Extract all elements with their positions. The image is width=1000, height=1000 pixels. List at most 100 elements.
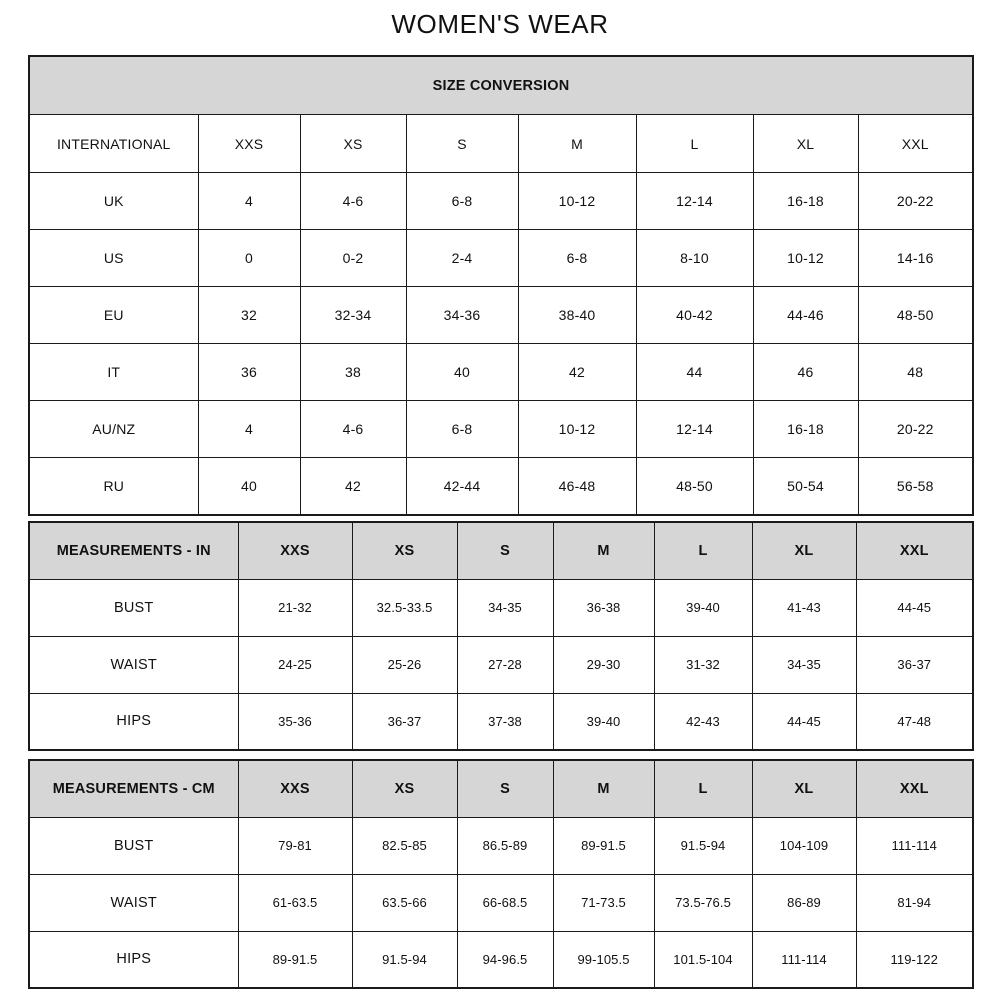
row-label-waist-cm: WAIST [28,873,239,932]
page-title: WOMEN'S WEAR [391,9,609,39]
cell-us-xxl: 14-16 [857,229,974,287]
cell-us-m: 6-8 [517,229,637,287]
measurements-in-header-label: MEASUREMENTS - IN [28,521,239,580]
measurements-in-header-xs: XS [351,521,458,580]
table-row: IT 36 38 40 42 44 46 48 [28,343,974,401]
cell-waist-cm-s: 66-68.5 [456,873,554,932]
cell-hips-cm-xxs: 89-91.5 [237,930,353,989]
cell-hips-in-m: 39-40 [552,692,655,751]
cell-uk-xs: 4-6 [299,172,407,230]
row-label-waist-in: WAIST [28,635,239,694]
column-header-m: M [517,114,637,173]
table-row: WAIST 61-63.5 63.5-66 66-68.5 71-73.5 73… [28,873,974,932]
cell-us-l: 8-10 [635,229,754,287]
column-header-xxs: XXS [197,114,301,173]
cell-bust-cm-m: 89-91.5 [552,816,655,875]
cell-waist-in-l: 31-32 [653,635,753,694]
cell-waist-in-xl: 34-35 [751,635,857,694]
measurements-in-header-xl: XL [751,521,857,580]
column-header-xs: XS [299,114,407,173]
cell-bust-in-xxl: 44-45 [855,578,974,637]
row-label-bust-cm: BUST [28,816,239,875]
cell-us-xs: 0-2 [299,229,407,287]
cell-hips-in-xxs: 35-36 [237,692,353,751]
cell-ru-xxs: 40 [197,457,301,515]
cell-ru-s: 42-44 [405,457,519,515]
cell-it-s: 40 [405,343,519,401]
cell-waist-cm-xxl: 81-94 [855,873,974,932]
cell-eu-xxl: 48-50 [857,286,974,344]
cell-it-xxs: 36 [197,343,301,401]
cell-waist-in-xxs: 24-25 [237,635,353,694]
row-label-aunz: AU/NZ [28,400,199,458]
size-conversion-body: SIZE CONVERSION INTERNATIONAL XXS XS S M… [28,55,974,515]
cell-eu-xs: 32-34 [299,286,407,344]
measurements-cm-table: MEASUREMENTS - CM XXS XS S M L XL XXL BU… [28,759,974,989]
cell-uk-xxl: 20-22 [857,172,974,230]
column-header-row: MEASUREMENTS - CM XXS XS S M L XL XXL [28,759,974,818]
cell-it-xs: 38 [299,343,407,401]
cell-bust-cm-l: 91.5-94 [653,816,753,875]
measurements-in-header-xxs: XXS [237,521,353,580]
table-row: UK 4 4-6 6-8 10-12 12-14 16-18 20-22 [28,172,974,230]
cell-uk-l: 12-14 [635,172,754,230]
cell-it-m: 42 [517,343,637,401]
cell-eu-l: 40-42 [635,286,754,344]
cell-eu-xl: 44-46 [752,286,859,344]
cell-uk-xl: 16-18 [752,172,859,230]
cell-eu-m: 38-40 [517,286,637,344]
cell-waist-cm-xs: 63.5-66 [351,873,458,932]
measurements-cm-header-xxl: XXL [855,759,974,818]
column-header-xxl: XXL [857,114,974,173]
cell-ru-xl: 50-54 [752,457,859,515]
cell-it-xl: 46 [752,343,859,401]
measurements-cm-header-xl: XL [751,759,857,818]
table-row: WAIST 24-25 25-26 27-28 29-30 31-32 34-3… [28,635,974,694]
measurements-in-body: MEASUREMENTS - IN XXS XS S M L XL XXL BU… [28,521,974,751]
cell-aunz-xl: 16-18 [752,400,859,458]
cell-it-l: 44 [635,343,754,401]
table-row: AU/NZ 4 4-6 6-8 10-12 12-14 16-18 20-22 [28,400,974,458]
cell-aunz-xs: 4-6 [299,400,407,458]
measurements-cm-body: MEASUREMENTS - CM XXS XS S M L XL XXL BU… [28,759,974,989]
cell-waist-in-m: 29-30 [552,635,655,694]
cell-ru-l: 48-50 [635,457,754,515]
table-row: HIPS 35-36 36-37 37-38 39-40 42-43 44-45… [28,692,974,751]
cell-hips-in-xs: 36-37 [351,692,458,751]
cell-hips-cm-l: 101.5-104 [653,930,753,989]
column-header-s: S [405,114,519,173]
cell-aunz-m: 10-12 [517,400,637,458]
table-row: BUST 21-32 32.5-33.5 34-35 36-38 39-40 4… [28,578,974,637]
cell-hips-cm-m: 99-105.5 [552,930,655,989]
row-label-it: IT [28,343,199,401]
cell-us-s: 2-4 [405,229,519,287]
measurements-cm-header-label: MEASUREMENTS - CM [28,759,239,818]
cell-uk-xxs: 4 [197,172,301,230]
cell-uk-m: 10-12 [517,172,637,230]
cell-aunz-xxl: 20-22 [857,400,974,458]
cell-hips-cm-s: 94-96.5 [456,930,554,989]
column-header-row: INTERNATIONAL XXS XS S M L XL XXL [28,114,974,173]
table-row: BUST 79-81 82.5-85 86.5-89 89-91.5 91.5-… [28,816,974,875]
cell-bust-in-m: 36-38 [552,578,655,637]
cell-us-xl: 10-12 [752,229,859,287]
cell-hips-in-l: 42-43 [653,692,753,751]
cell-bust-cm-xxl: 111-114 [855,816,974,875]
cell-hips-cm-xs: 91.5-94 [351,930,458,989]
row-label-hips-in: HIPS [28,692,239,751]
cell-waist-in-xxl: 36-37 [855,635,974,694]
row-label-us: US [28,229,199,287]
cell-bust-in-xl: 41-43 [751,578,857,637]
size-conversion-banner: SIZE CONVERSION [28,55,974,115]
cell-uk-s: 6-8 [405,172,519,230]
cell-us-xxs: 0 [197,229,301,287]
measurements-in-header-s: S [456,521,554,580]
cell-waist-cm-m: 71-73.5 [552,873,655,932]
table-row: HIPS 89-91.5 91.5-94 94-96.5 99-105.5 10… [28,930,974,989]
cell-ru-xxl: 56-58 [857,457,974,515]
cell-eu-s: 34-36 [405,286,519,344]
cell-ru-xs: 42 [299,457,407,515]
row-label-ru: RU [28,457,199,515]
cell-ru-m: 46-48 [517,457,637,515]
